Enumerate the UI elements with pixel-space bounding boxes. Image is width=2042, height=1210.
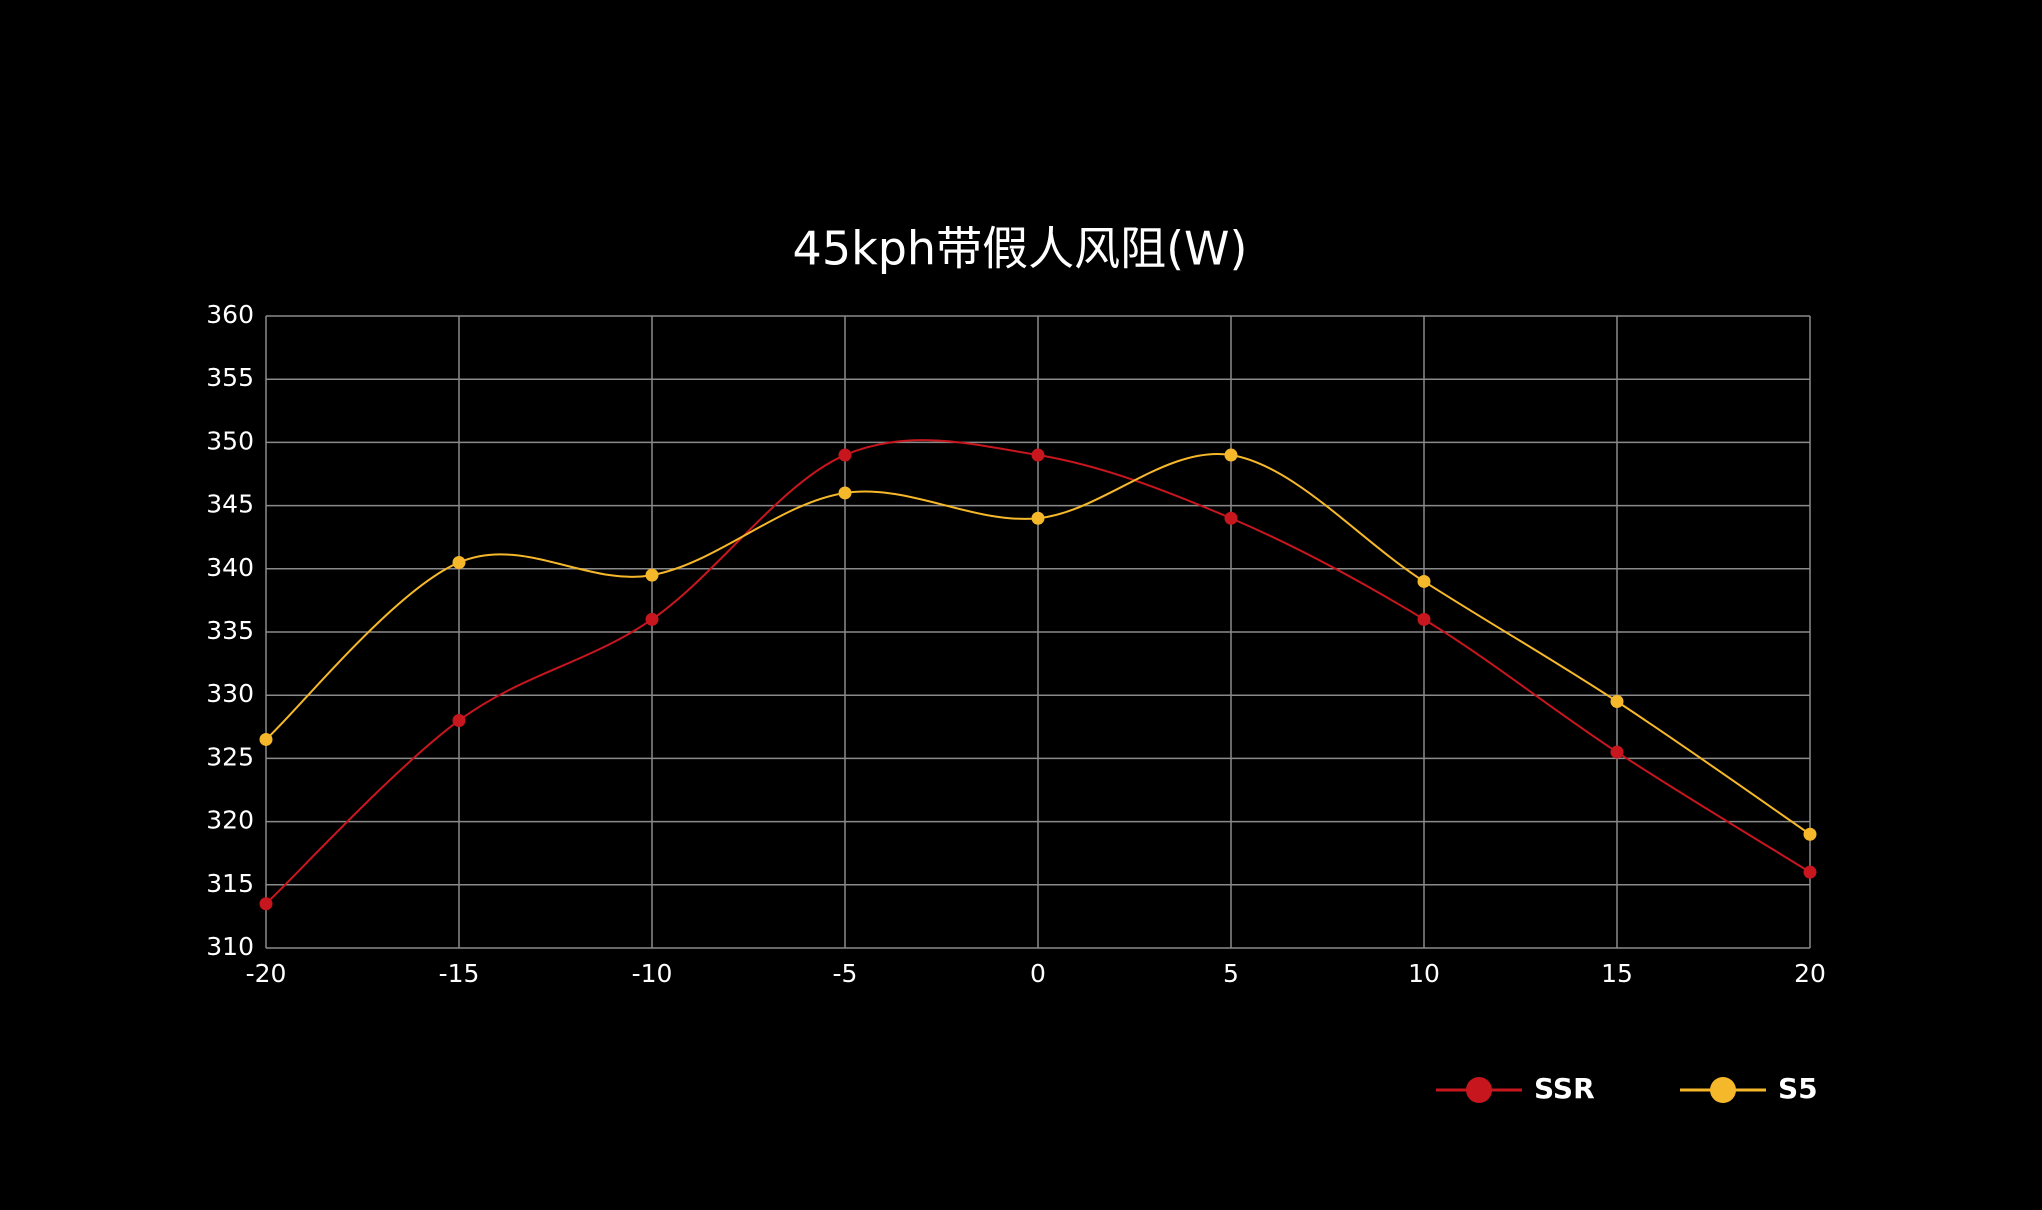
chart-title: 45kph带假人风阻(W) <box>793 222 1248 276</box>
y-tick-label: 325 <box>206 742 254 771</box>
x-tick-label: -15 <box>439 959 480 988</box>
x-tick-label: 15 <box>1601 959 1633 988</box>
data-point <box>1031 511 1045 525</box>
y-tick-label: 335 <box>206 616 254 645</box>
data-point <box>838 448 852 462</box>
data-point <box>1224 511 1238 525</box>
data-point <box>1417 612 1431 626</box>
data-point <box>1224 448 1238 462</box>
legend-label: SSR <box>1534 1072 1595 1105</box>
legend-label: S5 <box>1778 1072 1818 1105</box>
data-point <box>1417 574 1431 588</box>
x-tick-label: 10 <box>1408 959 1440 988</box>
data-point <box>452 713 466 727</box>
y-tick-label: 355 <box>206 363 254 392</box>
data-point <box>452 555 466 569</box>
y-tick-label: 340 <box>206 553 254 582</box>
data-point <box>1031 448 1045 462</box>
y-tick-label: 350 <box>206 426 254 455</box>
data-point <box>645 612 659 626</box>
y-tick-label: 345 <box>206 490 254 519</box>
x-tick-label: -10 <box>632 959 673 988</box>
x-tick-label: 0 <box>1030 959 1046 988</box>
data-point <box>645 568 659 582</box>
x-tick-label: 5 <box>1223 959 1239 988</box>
data-point <box>259 897 273 911</box>
legend-marker <box>1710 1077 1736 1103</box>
x-tick-label: 20 <box>1794 959 1826 988</box>
data-point <box>259 732 273 746</box>
y-tick-label: 315 <box>206 869 254 898</box>
y-tick-label: 330 <box>206 679 254 708</box>
x-tick-label: -20 <box>246 959 287 988</box>
data-point <box>1610 695 1624 709</box>
data-point <box>1610 745 1624 759</box>
data-point <box>1803 865 1817 879</box>
legend-marker <box>1466 1077 1492 1103</box>
y-tick-label: 320 <box>206 806 254 835</box>
x-tick-label: -5 <box>833 959 858 988</box>
data-point <box>1803 827 1817 841</box>
y-tick-label: 310 <box>206 932 254 961</box>
y-tick-label: 360 <box>206 300 254 329</box>
data-point <box>838 486 852 500</box>
